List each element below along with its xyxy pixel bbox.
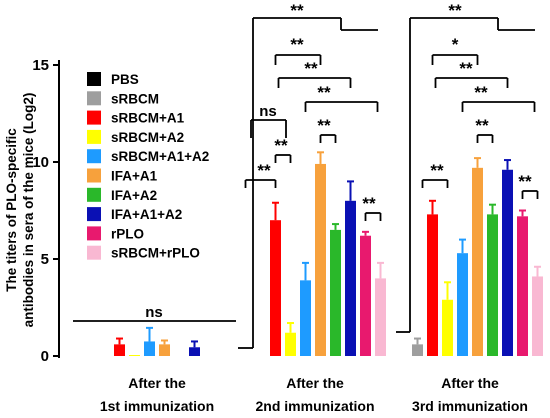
legend-swatch [87,245,101,260]
significance-markers: ns**ns*************************** [73,1,539,349]
significance-label: ** [362,194,376,213]
legend-label: sRBCM+rPLO [111,246,200,261]
significance-label: ** [448,1,462,20]
bar-ifa-a2-group-2 [330,229,341,356]
bar-srbcm-a1-group-3 [427,214,438,356]
bar-srbcm-a1-a2-group-1 [144,341,155,356]
bar-srbcm-a2-group-1 [129,355,140,356]
y-tick-label: 5 [41,251,49,268]
y-ticks: 0 5 10 15 [32,57,59,365]
bar-srbcm-rplo-group-2 [375,278,386,356]
legend-label: sRBCM [111,91,159,106]
significance-label: ** [430,161,444,180]
bar-srbcm-a1-group-1 [114,344,125,356]
bar-rplo-group-3 [517,216,528,356]
group-label-line-2: 1st immunization [100,398,214,414]
significance-label: ** [257,161,271,180]
group-label-line-2: 3rd immunization [412,398,528,414]
bar-ifa-a2-group-3 [487,214,498,356]
legend-label: sRBCM+A2 [111,130,184,145]
bar-rplo-group-2 [360,235,371,356]
significance-label: ** [459,59,473,78]
group-labels: After the 1st immunization After the 2nd im… [100,375,528,414]
group-label-line-1: After the [441,375,499,391]
bar-srbcm-a2-group-3 [442,299,453,356]
legend-swatch [87,207,101,222]
bar-srbcm-a1-group-2 [270,220,281,356]
bar-ifa-a1-a2-group-2 [345,200,356,356]
significance-label: ** [290,35,304,54]
bar-srbcm-group-3 [412,344,423,356]
significance-label: ** [518,172,532,191]
legend-swatch [87,168,101,183]
significance-label: ns [259,103,277,120]
significance-label: ** [317,83,331,102]
bar-srbcm-a1-a2-group-2 [300,280,311,356]
bar-ifa-a1-a2-group-3 [502,169,513,356]
bar-ifa-a1-group-2 [315,163,326,356]
significance-label: ** [474,83,488,102]
legend-swatch [87,72,101,86]
significance-label: ** [274,136,288,155]
legend-label: IFA+A2 [111,188,157,203]
significance-label: ** [317,116,331,135]
significance-label: ** [304,59,318,78]
significance-label: ** [475,116,489,135]
y-axis-title-line-1: The titers of PLO-specific [4,128,19,292]
legend-label: PBS [111,72,139,87]
group-label-line-1: After the [286,375,344,391]
bar-ifa-a1-group-3 [472,167,483,356]
legend-swatch [87,129,101,144]
significance-label: ** [290,1,304,20]
bar-srbcm-a2-group-2 [285,332,296,356]
y-tick-label: 0 [41,348,49,365]
bar-srbcm-rplo-group-3 [532,276,543,356]
y-tick-label: 15 [32,57,49,74]
bar-ifa-a1-a2-group-1 [189,347,200,356]
y-axis-title-line-2: antibodies in sera of the mice (Log2) [21,93,36,328]
group-label-line-2: 2nd immunization [256,398,375,414]
legend: PBS sRBCM sRBCM+A1 sRBCM+A2 sRBCM+A1+A2 IFA+A… [87,72,209,261]
legend-label: sRBCM+A1+A2 [111,149,209,164]
legend-swatch [87,91,101,106]
y-axis-title: The titers of PLO-specific antibodies in… [4,93,36,328]
legend-label: rPLO [111,226,144,241]
legend-label: IFA+A1 [111,169,158,184]
significance-label: ns [145,304,163,321]
y-tick-label: 10 [32,154,49,171]
bar-srbcm-a1-a2-group-3 [457,253,468,356]
group-label-line-1: After the [128,375,186,391]
legend-label: sRBCM+A1 [111,111,185,126]
bars [114,151,543,356]
bar-ifa-a1-group-1 [159,344,170,356]
legend-swatch [87,110,101,125]
legend-swatch [87,187,101,202]
legend-swatch [87,226,101,241]
legend-swatch [87,149,101,164]
legend-label: IFA+A1+A2 [111,207,182,222]
significance-label: * [452,35,459,54]
